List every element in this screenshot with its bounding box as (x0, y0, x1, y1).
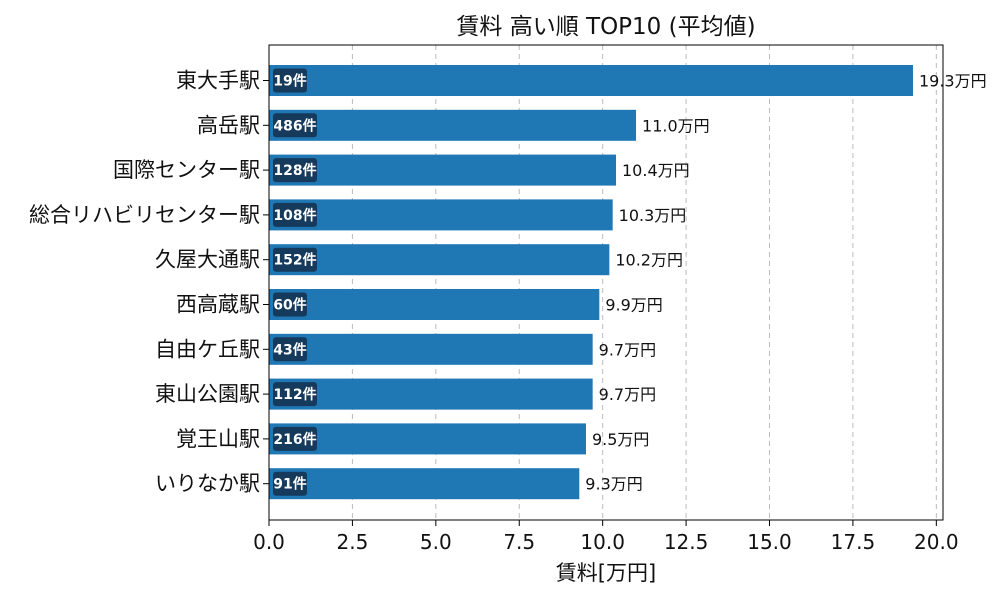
count-badge (273, 158, 317, 183)
bar (269, 378, 593, 410)
bar (269, 333, 593, 365)
category-label: 東山公園駅 (155, 382, 260, 406)
x-tick-label: 5.0 (420, 530, 452, 554)
x-tick-label: 2.5 (337, 530, 369, 554)
count-badge (273, 202, 317, 227)
count-badge (273, 382, 317, 407)
category-label: 東大手駅 (176, 69, 260, 93)
count-label: 19件 (273, 73, 306, 90)
chart-title: 賃料 高い順 TOP10 (平均値) (456, 14, 755, 40)
value-label: 9.5万円 (592, 430, 649, 449)
bar (269, 468, 580, 500)
value-label: 11.0万円 (642, 116, 710, 135)
count-label: 486件 (273, 117, 316, 134)
count-label: 216件 (273, 431, 316, 448)
count-badge (273, 337, 307, 362)
plot-frame (268, 44, 944, 521)
bar (269, 154, 617, 186)
count-label: 91件 (273, 476, 306, 493)
count-label: 60件 (273, 297, 306, 314)
count-label: 108件 (273, 207, 316, 224)
category-label: 久屋大通駅 (155, 248, 260, 272)
x-tick-label: 12.5 (664, 530, 709, 554)
value-label: 19.3万円 (919, 72, 987, 91)
bar (269, 244, 610, 276)
category-label: 覚王山駅 (176, 427, 260, 451)
value-label: 10.4万円 (622, 161, 690, 180)
count-label: 128件 (273, 162, 316, 179)
grid (351, 45, 937, 520)
x-axis-label: 賃料[万円] (556, 561, 656, 585)
category-label: いりなか駅 (155, 472, 260, 496)
value-label: 10.2万円 (615, 251, 683, 270)
count-badge (273, 113, 317, 138)
bar (269, 289, 600, 320)
x-tick-label: 10.0 (580, 530, 625, 554)
x-tick-label: 20.0 (914, 530, 959, 554)
count-badge (273, 292, 307, 317)
value-label: 9.7万円 (599, 340, 656, 359)
value-label: 9.9万円 (605, 296, 662, 315)
x-tick-label: 7.5 (503, 530, 535, 554)
value-label: 9.7万円 (599, 385, 656, 404)
category-label: 自由ケ丘駅 (155, 337, 260, 361)
count-label: 43件 (273, 341, 306, 358)
x-axis: 0.0 2.5 5.0 7.5 10.0 12.5 15.0 17.5 20.0 (253, 520, 959, 554)
bar (269, 423, 586, 455)
count-label: 152件 (273, 252, 316, 269)
bar (269, 65, 913, 96)
value-label: 10.3万円 (619, 206, 687, 225)
x-tick-label: 15.0 (747, 530, 792, 554)
count-badge (273, 426, 317, 451)
category-label: 高岳駅 (197, 113, 260, 137)
x-tick-label: 0.0 (253, 530, 285, 554)
bars: 19.3万円 19件 11.0万円 486件 10.4万円 128件 10.3万円 108件 1… (269, 65, 987, 500)
bar (269, 109, 637, 141)
value-label: 9.3万円 (585, 475, 642, 494)
category-label: 国際センター駅 (113, 158, 260, 182)
bar (269, 199, 613, 231)
category-label: 西高蔵駅 (176, 293, 260, 317)
x-tick-label: 17.5 (831, 530, 876, 554)
y-axis: 東大手駅高岳駅国際センター駅総合リハビリセンター駅久屋大通駅西高蔵駅自由ケ丘駅東… (29, 69, 269, 496)
count-badge (273, 247, 317, 272)
count-label: 112件 (273, 386, 316, 403)
count-badge (273, 471, 307, 496)
count-badge (273, 68, 307, 93)
category-label: 総合リハビリセンター駅 (29, 203, 260, 227)
